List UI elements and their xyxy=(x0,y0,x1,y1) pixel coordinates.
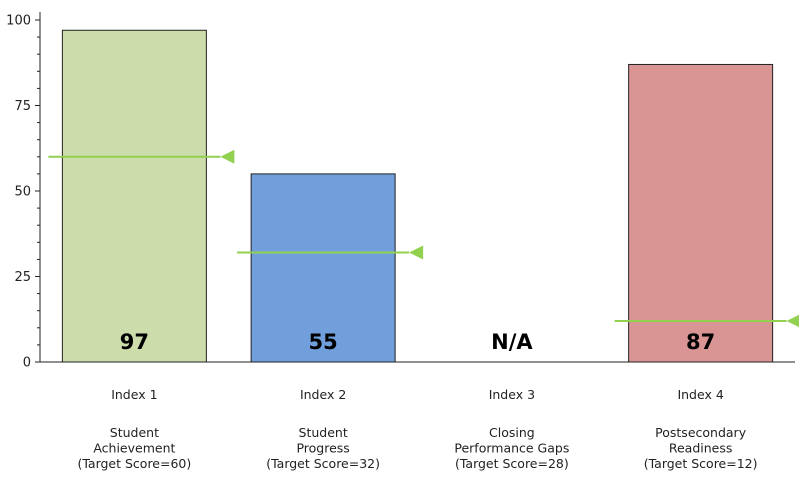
bar-index-4 xyxy=(628,63,774,363)
bars xyxy=(61,29,774,363)
y-tick-label: 75 xyxy=(14,99,31,114)
value-label-index-4: 87 xyxy=(686,330,715,354)
bar-index-1 xyxy=(61,29,207,363)
y-tick-label: 0 xyxy=(23,356,31,371)
category-index-label: Index 3 xyxy=(489,387,535,402)
y-tick-label: 100 xyxy=(6,14,31,29)
target-arrow-index-2 xyxy=(409,245,424,260)
category-name-line: Postsecondary xyxy=(655,425,747,440)
category-name-line: (Target Score=28) xyxy=(455,456,569,471)
category-name-line: Performance Gaps xyxy=(454,441,569,456)
category-name-line: (Target Score=60) xyxy=(77,456,191,471)
target-arrow-index-4 xyxy=(786,314,799,328)
category-name-line: Closing xyxy=(489,425,535,440)
category-name-line: Progress xyxy=(296,441,349,456)
y-tick-label: 50 xyxy=(14,185,31,200)
target-markers xyxy=(48,149,799,328)
category-name-line: Achievement xyxy=(93,441,175,456)
category-name-line: (Target Score=32) xyxy=(266,456,380,471)
bar-index-2 xyxy=(250,173,396,363)
value-label-index-3: N/A xyxy=(491,330,533,354)
target-arrow-index-1 xyxy=(220,149,235,164)
category-index-label: Index 4 xyxy=(677,387,723,402)
category-name-line: (Target Score=12) xyxy=(644,456,758,471)
value-label-index-1: 97 xyxy=(120,330,149,354)
category-name-line: Readiness xyxy=(669,441,733,456)
category-name-line: Student xyxy=(299,425,348,440)
y-tick-label: 25 xyxy=(14,270,31,285)
category-name-line: Student xyxy=(110,425,159,440)
value-label-index-2: 55 xyxy=(309,330,338,354)
category-index-label: Index 1 xyxy=(111,387,157,402)
category-index-label: Index 2 xyxy=(300,387,346,402)
